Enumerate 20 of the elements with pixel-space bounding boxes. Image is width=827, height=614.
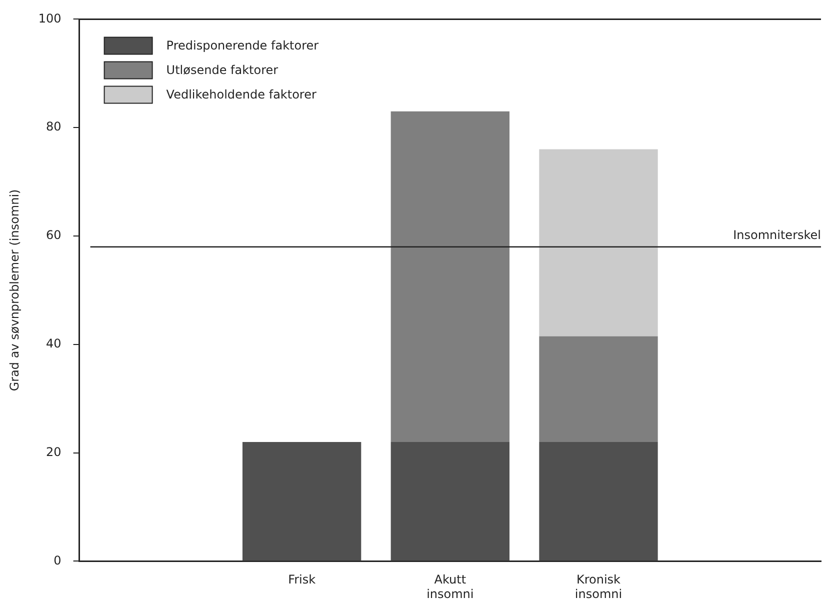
bar xyxy=(539,149,658,336)
y-tick-label: 40 xyxy=(46,336,62,351)
bar xyxy=(390,442,510,561)
x-tick-label: Kronisk insomni xyxy=(574,572,622,601)
bar xyxy=(539,442,658,561)
x-tick-label: Frisk xyxy=(288,572,316,587)
ref-line-label: Insomniterskel xyxy=(733,228,821,242)
legend-label: Predisponerende faktorer xyxy=(166,38,319,52)
y-tick-label: 100 xyxy=(38,11,62,26)
bar xyxy=(539,336,658,442)
y-axis-title: Grad av søvnproblemer (insomni) xyxy=(7,189,22,392)
x-tick-label: Akutt insomni xyxy=(426,572,474,601)
y-tick-label: 20 xyxy=(46,444,62,459)
bar xyxy=(242,442,362,561)
y-tick-label: 80 xyxy=(46,120,62,134)
y-tick-label: 60 xyxy=(46,228,62,242)
legend-label: Utløsende faktorer xyxy=(166,62,278,77)
legend-label: Vedlikeholdende faktorer xyxy=(166,87,316,102)
y-tick-label: 0 xyxy=(54,553,62,568)
bar xyxy=(390,111,510,442)
